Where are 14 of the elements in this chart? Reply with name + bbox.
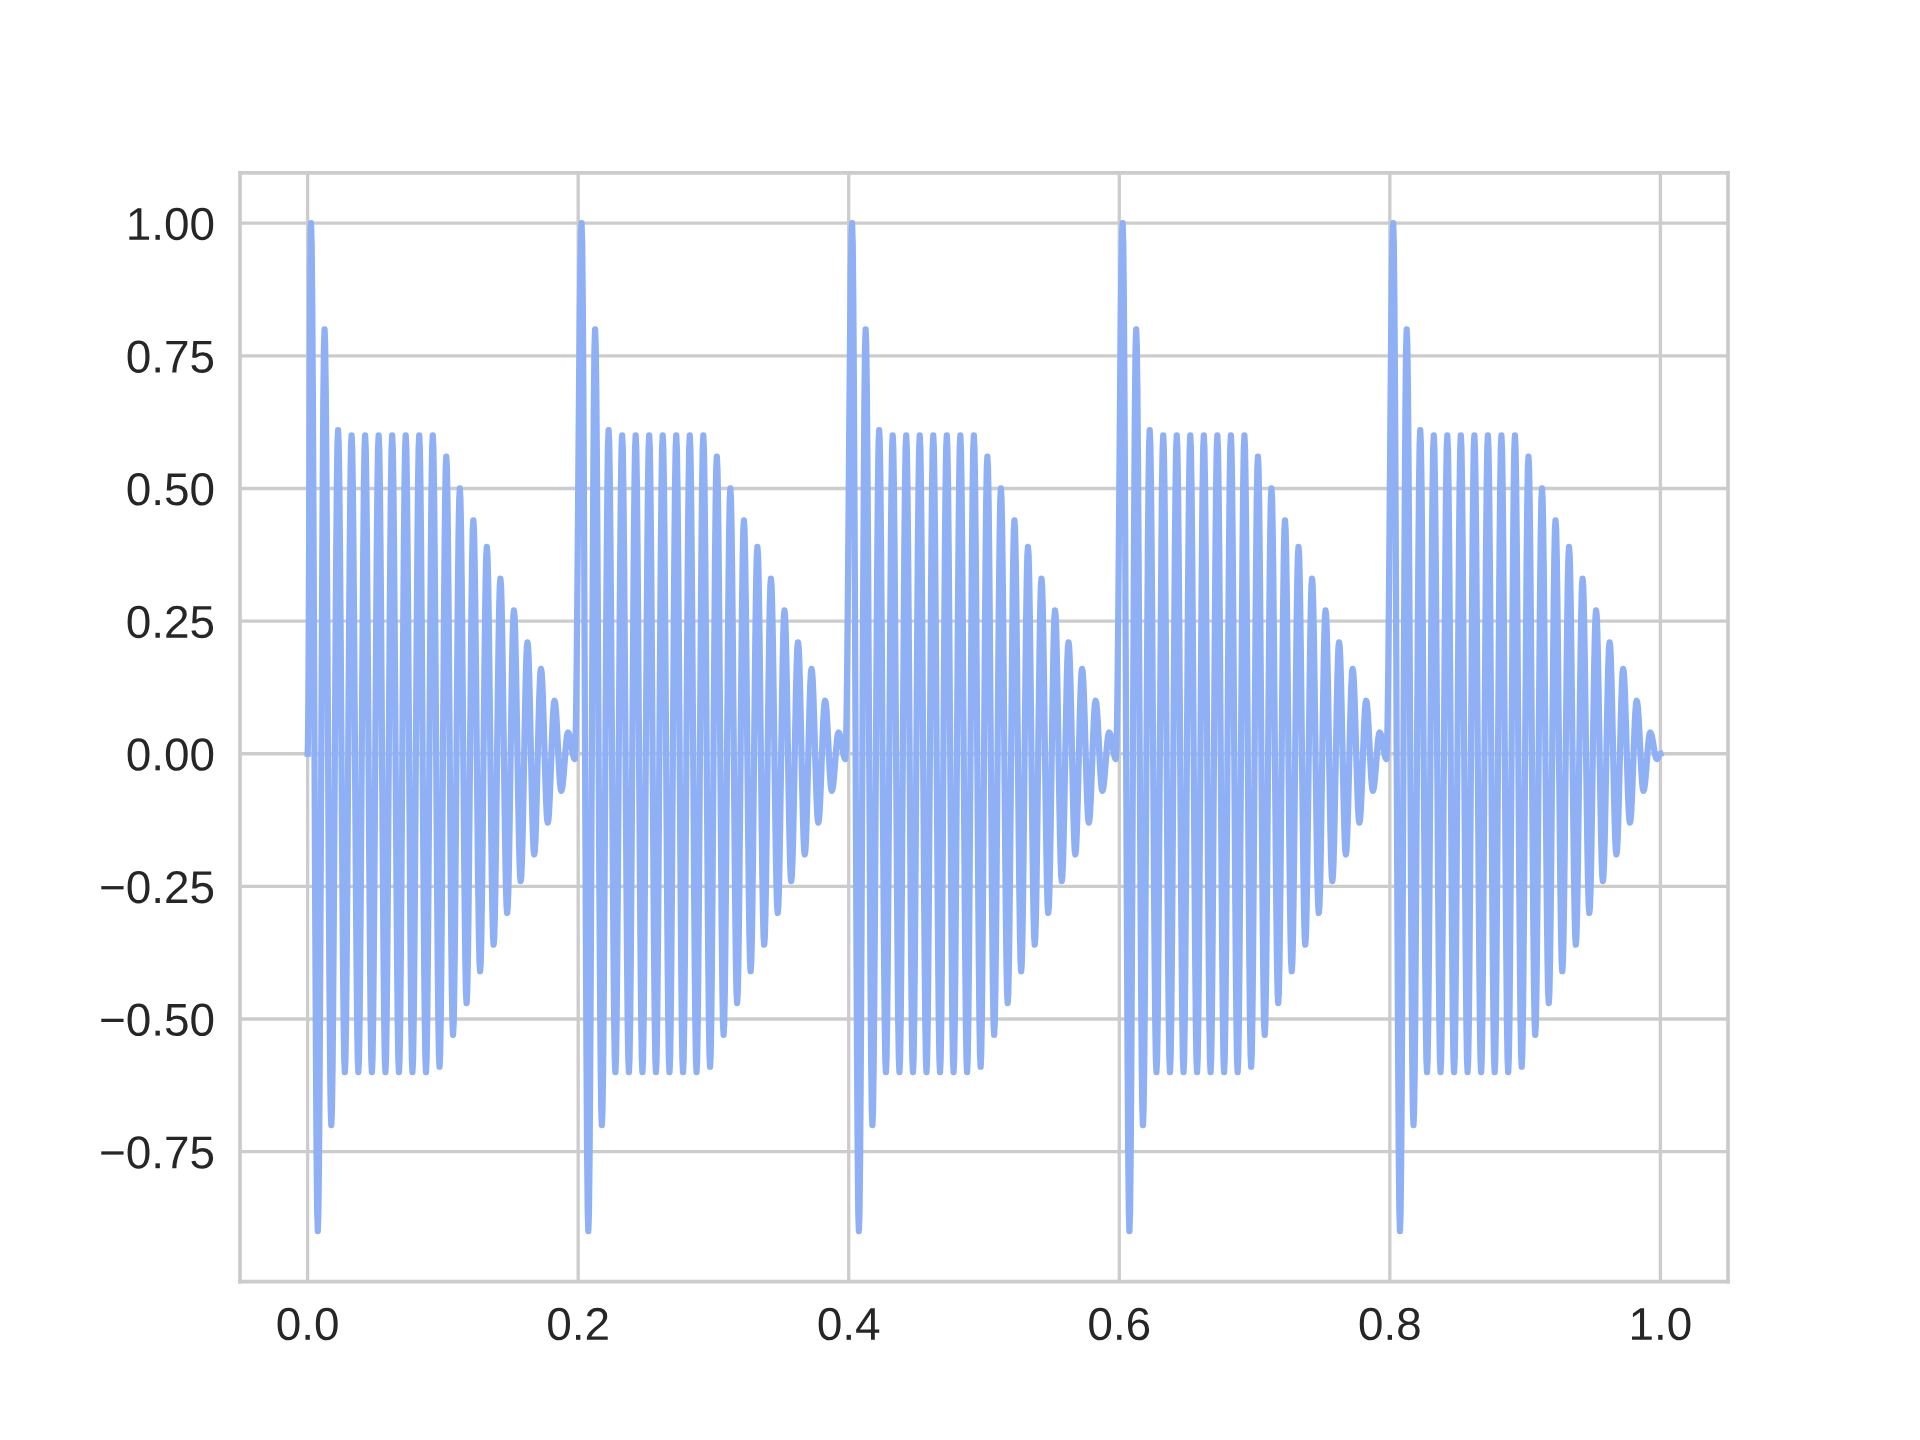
x-tick-label: 0.6: [1089, 1307, 1150, 1341]
y-tick-label: 0.25: [127, 605, 214, 639]
x-tick-label: 0.0: [277, 1307, 338, 1341]
y-tick-label: −0.75: [101, 1136, 214, 1169]
y-tick-label: 0.50: [127, 473, 214, 506]
x-tick-label: 0.4: [818, 1307, 880, 1341]
y-tick-label: 0.00: [127, 738, 214, 771]
x-tick-label: 1.0: [1632, 1307, 1691, 1341]
y-tick-label: −0.50: [101, 1003, 214, 1037]
y-tick-label: −0.25: [101, 870, 214, 904]
y-tick-label: 0.75: [127, 340, 214, 373]
x-tick-label: 0.2: [548, 1307, 608, 1341]
x-tick-label: 0.8: [1359, 1307, 1420, 1341]
y-tick-label: 1.00: [129, 207, 214, 241]
